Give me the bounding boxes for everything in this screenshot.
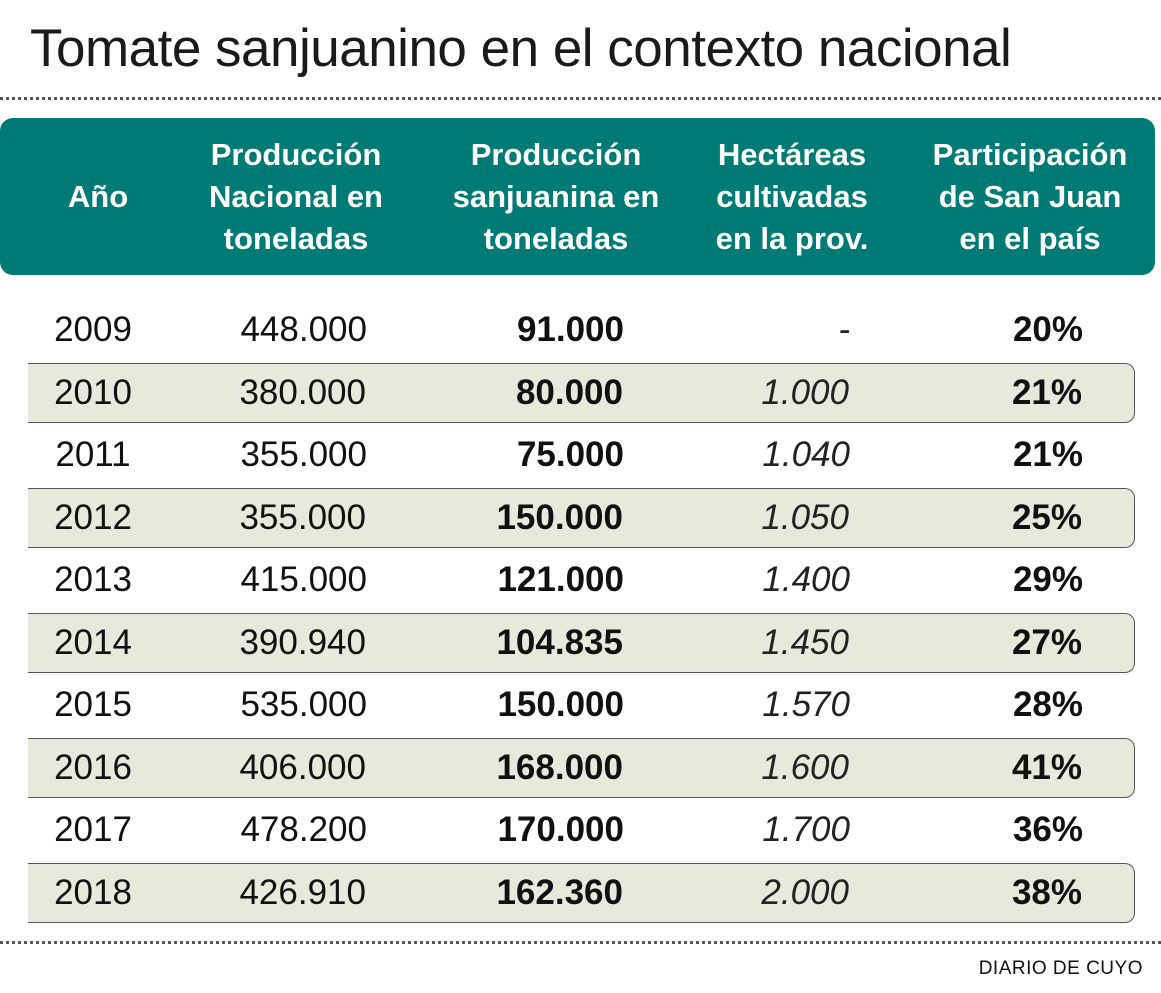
table-cell: 2010 xyxy=(54,372,132,412)
table-cell: 36% xyxy=(1012,810,1083,849)
table-cell: 170.000 xyxy=(497,810,624,849)
table-cell: 1.700 xyxy=(762,810,850,849)
table-cell: 80.000 xyxy=(515,372,623,412)
table-cell: 1.600 xyxy=(761,747,849,787)
table-cell: 535.000 xyxy=(240,685,367,724)
table-cell: 75.000 xyxy=(516,435,624,474)
table-row: 2018 426.910 162.360 2.000 38% xyxy=(28,862,1135,923)
table-cell: 38% xyxy=(1011,872,1082,912)
table-cell: 2011 xyxy=(55,435,131,474)
column-header: Hectáreas cultivadas en la prov. xyxy=(715,136,869,256)
table-cell: 355.000 xyxy=(240,435,367,474)
table-cell: 21% xyxy=(1012,435,1083,474)
top-divider xyxy=(0,97,1161,100)
table-cell: 20% xyxy=(1012,310,1083,349)
table-cell: 2017 xyxy=(54,810,132,849)
table-cell: 29% xyxy=(1012,560,1083,599)
table-cell: 478.200 xyxy=(240,810,367,849)
chart-title: Tomate sanjuanino en el contexto naciona… xyxy=(30,19,1012,78)
table-cell: - xyxy=(838,310,850,349)
column-header: Producción sanjuanina en toneladas xyxy=(452,136,660,256)
table-row: 2011 355.000 75.000 1.040 21% xyxy=(28,425,1135,485)
table-row: 2014 390.940 104.835 1.450 27% xyxy=(28,612,1135,673)
table-cell: 1.040 xyxy=(762,435,850,474)
table-cell: 2009 xyxy=(54,310,132,349)
table-cell: 406.000 xyxy=(239,747,366,787)
table-row: 2017 478.200 170.000 1.700 36% xyxy=(28,800,1135,860)
table-cell: 162.360 xyxy=(496,872,623,912)
table-cell: 1.570 xyxy=(762,685,850,724)
source-credit: DIARIO DE CUYO xyxy=(978,958,1143,979)
table-cell: 2013 xyxy=(54,560,132,599)
table-cell: 2.000 xyxy=(761,872,849,912)
table-row: 2012 355.000 150.000 1.050 25% xyxy=(28,487,1135,548)
table-cell: 91.000 xyxy=(516,310,624,349)
table-cell: 1.050 xyxy=(761,497,849,537)
table-cell: 104.835 xyxy=(496,622,623,662)
table-row: 2009 448.000 91.000 - 20% xyxy=(28,300,1135,360)
table-cell: 168.000 xyxy=(496,747,623,787)
table-cell: 121.000 xyxy=(497,560,624,599)
table-cell: 150.000 xyxy=(496,497,623,537)
table-cell: 415.000 xyxy=(240,560,367,599)
table-cell: 1.400 xyxy=(762,560,850,599)
table-header: Año Producción Nacional en toneladas Produ… xyxy=(0,118,1155,275)
table-row: 2015 535.000 150.000 1.570 28% xyxy=(28,675,1135,735)
table-cell: 25% xyxy=(1011,497,1082,537)
table-row: 2016 406.000 168.000 1.600 41% xyxy=(28,737,1135,798)
table-cell: 150.000 xyxy=(497,685,624,724)
bottom-divider xyxy=(0,941,1161,944)
table-cell: 2014 xyxy=(54,622,132,662)
table-cell: 2016 xyxy=(54,747,132,787)
table-cell: 1.450 xyxy=(761,622,849,662)
table-row: 2010 380.000 80.000 1.000 21% xyxy=(28,362,1135,423)
table-cell: 426.910 xyxy=(239,872,366,912)
table-cell: 2012 xyxy=(54,497,132,537)
table-cell: 2015 xyxy=(54,685,132,724)
table-cell: 1.000 xyxy=(761,372,849,412)
table-cell: 390.940 xyxy=(239,622,366,662)
table-cell: 448.000 xyxy=(240,310,367,349)
column-header: Participación de San Juan en el país xyxy=(932,136,1128,256)
table-cell: 21% xyxy=(1011,372,1082,412)
column-header: Producción Nacional en toneladas xyxy=(209,136,383,256)
table-cell: 41% xyxy=(1011,747,1082,787)
table-cell: 380.000 xyxy=(239,372,366,412)
column-header: Año xyxy=(67,178,129,214)
table-row: 2013 415.000 121.000 1.400 29% xyxy=(28,550,1135,610)
table-cell: 355.000 xyxy=(239,497,366,537)
table-cell: 28% xyxy=(1012,685,1083,724)
table-cell: 2018 xyxy=(54,872,132,912)
table-cell: 27% xyxy=(1011,622,1082,662)
